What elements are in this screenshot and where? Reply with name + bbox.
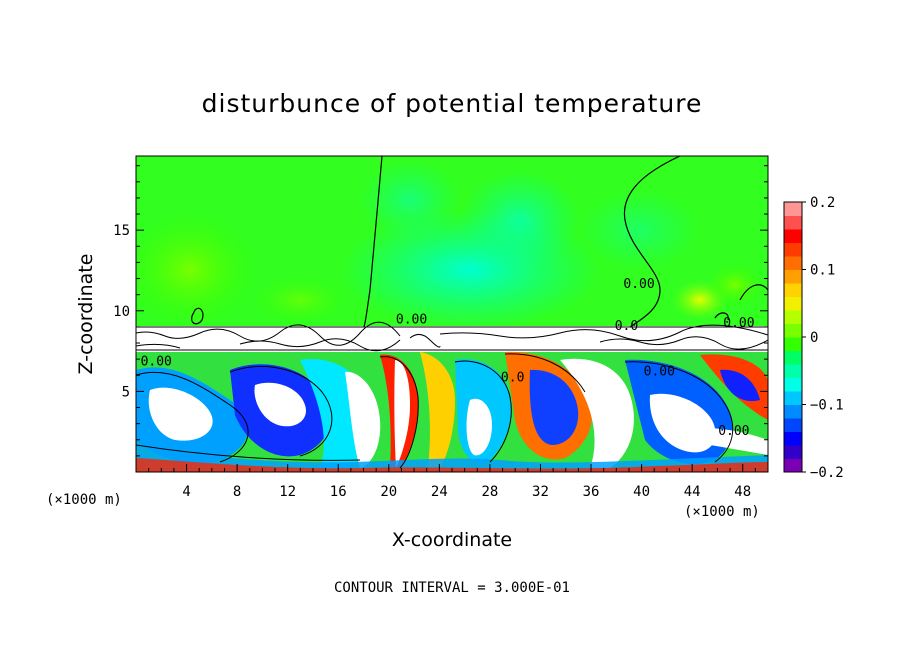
y-axis-label: Z-coordinate (75, 254, 97, 375)
colorbar-swatch (784, 269, 802, 284)
x-tick-label: 12 (279, 484, 296, 500)
x-tick-label: 4 (182, 484, 190, 500)
lower-swirls (136, 351, 768, 472)
colorbar-swatch (784, 458, 802, 473)
colorbar-swatch (784, 296, 802, 311)
colorbar-tick-label: 0.1 (810, 263, 835, 279)
colorbar-tick-label: 0.2 (810, 195, 835, 211)
upper-contours (191, 156, 768, 328)
contour-label: 0.00 (718, 424, 749, 439)
colorbar-swatch (784, 202, 802, 216)
colorbar-swatch (784, 215, 802, 230)
colorbar-tick-label: −0.1 (810, 398, 844, 414)
contour-label: 0.00 (723, 316, 754, 331)
colorbar-swatch (784, 350, 802, 365)
x-axis-label: X-coordinate (392, 529, 512, 551)
x-tick-label: 32 (532, 484, 549, 500)
x-tick-label: 8 (233, 484, 241, 500)
colorbar-tick-label: 0 (810, 330, 818, 346)
contour-label: 0.0 (615, 319, 638, 334)
x-tick-label: 48 (734, 484, 751, 500)
upper-lime-patch (250, 275, 350, 325)
x-tick-label: 44 (684, 484, 701, 500)
x-tick-label: 36 (583, 484, 600, 500)
contour-label: 0.00 (141, 355, 172, 370)
colorbar-swatch (784, 283, 802, 297)
y-tick-label: 15 (113, 223, 130, 239)
x-axis: 4 8 12 16 20 24 28 32 36 40 44 48 (148, 464, 756, 500)
x-tick-label: 40 (633, 484, 650, 500)
colorbar-swatch (784, 310, 802, 324)
boundary-strip (136, 326, 768, 352)
upper-cyan-patch (580, 190, 700, 270)
contour-labels: 0.00 0.00 0.00 0.00 0.00 0.00 0.0 0.0 (141, 277, 755, 439)
colorbar-swatch (784, 229, 802, 243)
colorbar-swatch (784, 256, 802, 270)
chart-title: disturbunce of potential temperature (202, 89, 703, 118)
x-unit-right: (×1000 m) (684, 504, 760, 520)
colorbar-swatch (784, 391, 802, 405)
boundary-contours (136, 321, 768, 352)
contour-label: 0.00 (623, 277, 654, 292)
upper-lime-patch (705, 263, 765, 307)
upper-cyan-patch (360, 160, 460, 240)
x-tick-label: 20 (380, 484, 397, 500)
colorbar-swatch (784, 418, 802, 432)
colorbar-swatch (784, 323, 802, 338)
contour-label: 0.00 (644, 364, 675, 379)
lower-contours (136, 353, 734, 469)
colorbar-swatch (784, 242, 802, 257)
x-tick-label: 24 (431, 484, 448, 500)
x-tick-label: 16 (330, 484, 347, 500)
colorbar: 0.2 0.1 0 −0.1 −0.2 (783, 195, 844, 481)
contour-label: 0.0 (501, 371, 524, 386)
y-tick-label: 5 (122, 384, 130, 400)
colorbar-swatch (784, 431, 802, 446)
contour-label: 0.00 (396, 313, 427, 328)
x-tick-label: 28 (481, 484, 498, 500)
y-axis: 5 10 15 (113, 165, 768, 457)
upper-lime-patch (136, 210, 260, 330)
colorbar-swatch (784, 337, 802, 351)
upper-cyan-patch (460, 170, 580, 270)
colorbar-swatch (784, 445, 802, 459)
colorbar-swatch (784, 364, 802, 378)
contour-interval-note: CONTOUR INTERVAL = 3.000E-01 (334, 580, 570, 596)
colorbar-tick-label: −0.2 (810, 465, 844, 481)
y-tick-label: 10 (113, 304, 130, 320)
plot-area: 0.00 0.00 0.00 0.00 0.00 0.00 0.0 0.0 (136, 156, 768, 472)
colorbar-swatch (784, 404, 802, 419)
x-unit-left: (×1000 m) (46, 492, 122, 508)
colorbar-swatch (784, 377, 802, 392)
